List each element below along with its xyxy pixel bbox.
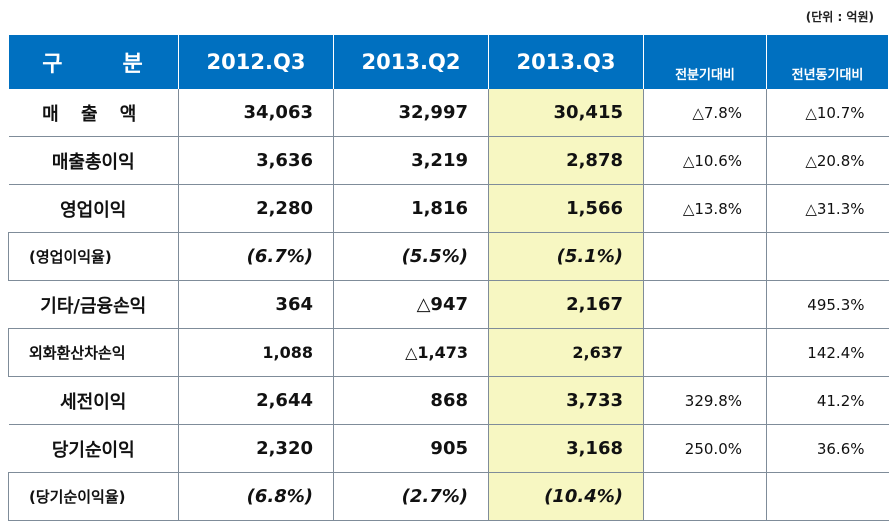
value-qoq (643, 280, 767, 329)
value-qoq (643, 328, 767, 377)
table-row-revenue: 매 출 액 34,063 32,997 30,415 △7.8% △10.7% (8, 89, 889, 137)
table-row-pretax-income: 세전이익 2,644 868 3,733 329.8% 41.2% (8, 376, 889, 425)
value-2013q3: 3,733 (488, 376, 644, 425)
value-yoy: △20.8% (766, 136, 889, 185)
value-2012q3: 364 (178, 280, 334, 329)
value-2013q2: 3,219 (333, 136, 489, 185)
value-2013q2: (5.5%) (333, 232, 489, 281)
value-qoq: 329.8% (643, 376, 767, 425)
header-category-left: 구 (42, 52, 65, 77)
value-2013q2: 32,997 (333, 89, 489, 137)
value-yoy (766, 472, 889, 521)
value-2012q3: (6.7%) (178, 232, 334, 281)
row-label-text: (영업이익율) (29, 248, 112, 266)
value-qoq (643, 232, 767, 281)
value-2013q3: (5.1%) (488, 232, 644, 281)
value-yoy: 36.6% (766, 424, 889, 473)
table-row-operating-profit: 영업이익 2,280 1,816 1,566 △13.8% △31.3% (8, 184, 889, 233)
value-2013q2: △1,473 (333, 328, 489, 377)
row-label: (당기순이익율) (8, 472, 179, 521)
row-label: (영업이익율) (8, 232, 179, 281)
value-2013q2: 868 (333, 376, 489, 425)
value-2013q3: 1,566 (488, 184, 644, 233)
header-2013q2: 2013.Q2 (333, 35, 489, 89)
value-2013q3: 2,167 (488, 280, 644, 329)
value-yoy: △31.3% (766, 184, 889, 233)
row-label-text: 외화환산차손익 (29, 344, 126, 362)
value-yoy (766, 232, 889, 281)
value-yoy: 41.2% (766, 376, 889, 425)
table-row-gross-profit: 매출총이익 3,636 3,219 2,878 △10.6% △20.8% (8, 136, 889, 185)
header-yoy: 전년동기대비 (766, 35, 889, 89)
value-2012q3: 2,320 (178, 424, 334, 473)
value-2013q2: △947 (333, 280, 489, 329)
value-2013q2: (2.7%) (333, 472, 489, 521)
value-2012q3: 34,063 (178, 89, 334, 137)
value-qoq: △13.8% (643, 184, 767, 233)
value-2013q3: (10.4%) (488, 472, 644, 521)
value-2012q3: (6.8%) (178, 472, 334, 521)
table-row-other-financial: 기타/금융손익 364 △947 2,167 495.3% (8, 280, 889, 329)
row-label: 세전이익 (8, 376, 179, 425)
table-row-net-income: 당기순이익 2,320 905 3,168 250.0% 36.6% (8, 424, 889, 473)
value-qoq (643, 472, 767, 521)
row-label-text: (당기순이익율) (29, 488, 126, 506)
unit-note: (단위 : 억원) (805, 10, 874, 24)
value-2012q3: 1,088 (178, 328, 334, 377)
header-qoq: 전분기대비 (643, 35, 767, 89)
table-row-net-margin: (당기순이익율) (6.8%) (2.7%) (10.4%) (8, 472, 889, 521)
header-2013q3: 2013.Q3 (488, 35, 644, 89)
value-yoy: 142.4% (766, 328, 889, 377)
value-2013q3: 3,168 (488, 424, 644, 473)
value-qoq: △7.8% (643, 89, 767, 137)
value-2013q3: 30,415 (488, 89, 644, 137)
value-2012q3: 3,636 (178, 136, 334, 185)
row-label: 외화환산차손익 (8, 328, 179, 377)
value-yoy: △10.7% (766, 89, 889, 137)
value-2013q2: 1,816 (333, 184, 489, 233)
row-label: 매출총이익 (8, 136, 179, 185)
value-2013q3: 2,637 (488, 328, 644, 377)
value-2012q3: 2,644 (178, 376, 334, 425)
row-label: 영업이익 (8, 184, 179, 233)
row-label: 당기순이익 (8, 424, 179, 473)
table-row-operating-margin: (영업이익율) (6.7%) (5.5%) (5.1%) (8, 232, 889, 281)
row-label: 매 출 액 (8, 89, 179, 137)
header-2012q3: 2012.Q3 (178, 35, 334, 89)
value-qoq: △10.6% (643, 136, 767, 185)
value-qoq: 250.0% (643, 424, 767, 473)
value-2013q3: 2,878 (488, 136, 644, 185)
value-2013q2: 905 (333, 424, 489, 473)
header-category-right: 분 (122, 52, 145, 77)
table-row-fx-translation: 외화환산차손익 1,088 △1,473 2,637 142.4% (8, 328, 889, 377)
row-label: 기타/금융손익 (8, 280, 179, 329)
value-2012q3: 2,280 (178, 184, 334, 233)
value-yoy: 495.3% (766, 280, 889, 329)
